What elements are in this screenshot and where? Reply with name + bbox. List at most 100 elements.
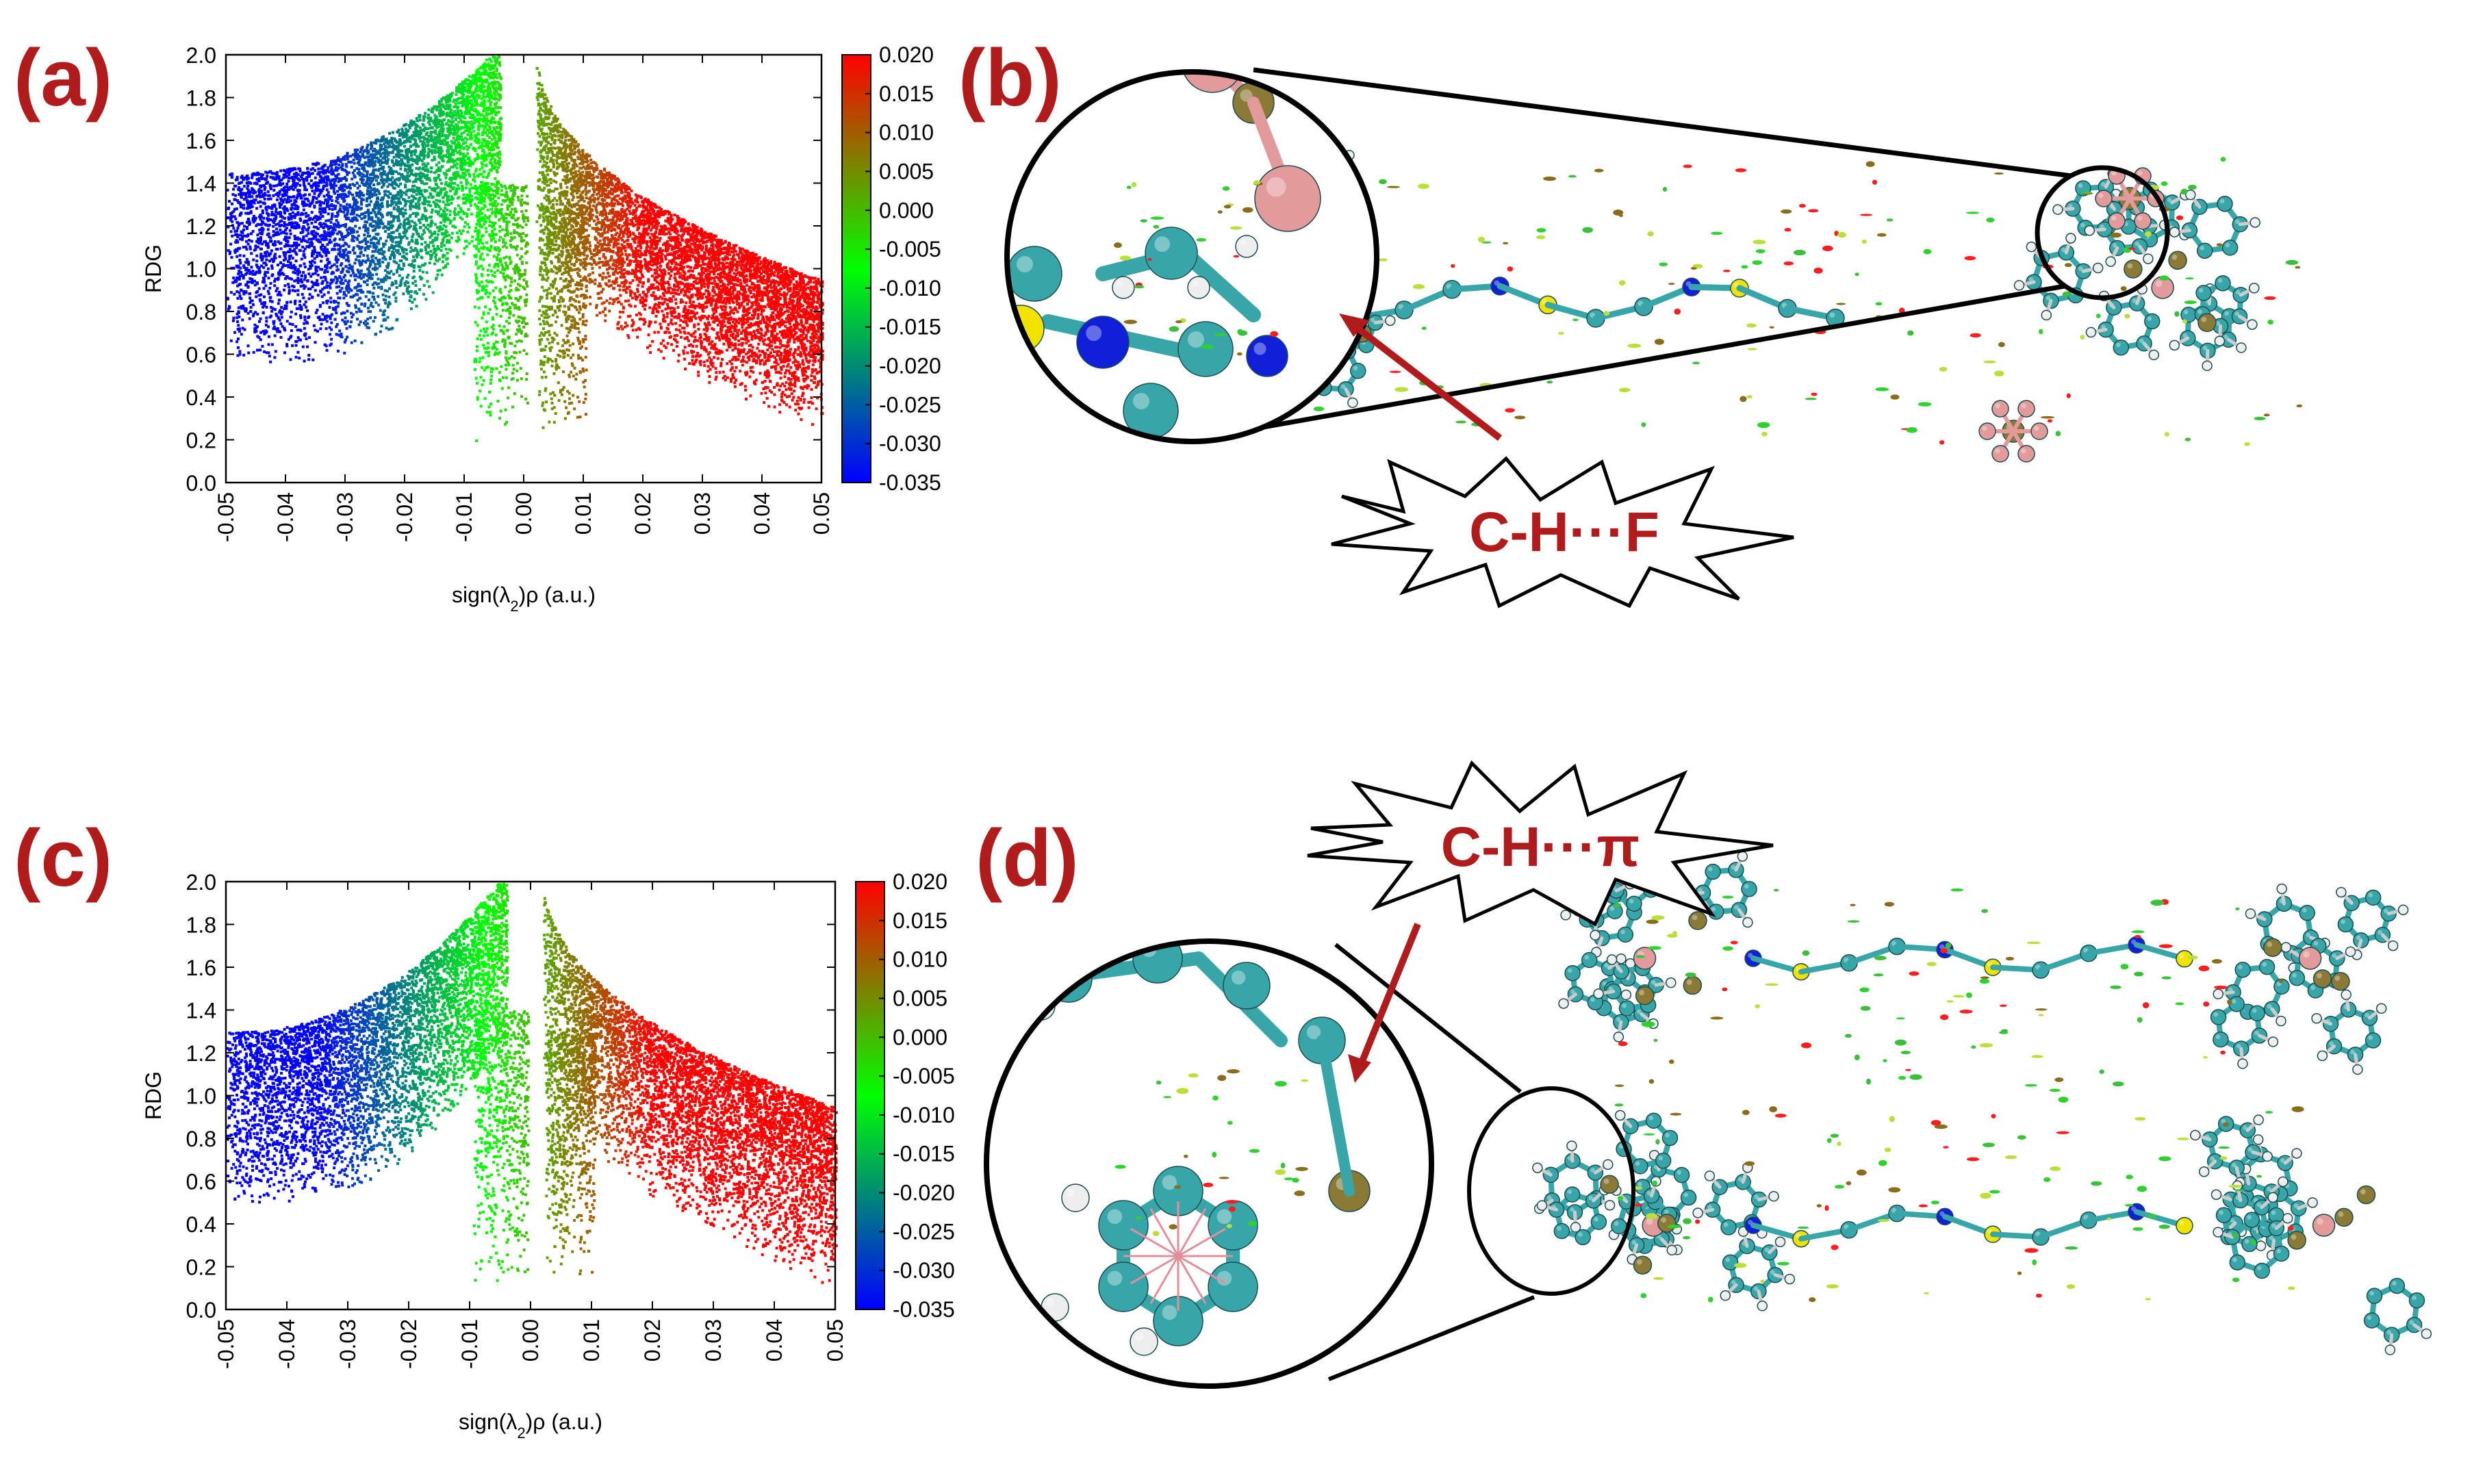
scatter-point xyxy=(464,173,467,177)
scatter-point xyxy=(430,170,433,174)
scatter-point xyxy=(283,216,286,220)
scatter-point xyxy=(235,207,238,211)
scatter-point xyxy=(362,225,366,229)
scatter-point xyxy=(307,214,310,217)
scatter-point xyxy=(312,252,315,255)
scatter-point xyxy=(351,193,354,196)
scatter-point xyxy=(255,264,258,267)
scatter-point xyxy=(357,259,361,262)
scatter-point xyxy=(456,109,459,112)
scatter-point xyxy=(422,127,426,131)
scatter-point xyxy=(494,204,498,207)
scatter-point xyxy=(262,261,266,265)
scatter-point xyxy=(447,118,450,122)
scatter-point xyxy=(381,293,385,296)
scatter-point xyxy=(436,233,439,236)
scatter-point xyxy=(296,289,300,292)
scatter-point xyxy=(322,181,326,184)
scatter-point xyxy=(351,239,354,242)
scatter-point xyxy=(371,237,374,240)
scatter-point xyxy=(275,173,279,177)
scatter-point xyxy=(463,136,467,140)
scatter-point xyxy=(487,148,491,151)
scatter-point xyxy=(492,83,495,86)
scatter-point xyxy=(268,316,272,319)
scatter-point xyxy=(334,205,337,208)
scatter-point xyxy=(382,245,385,248)
scatter-point xyxy=(375,283,379,286)
scatter-point xyxy=(444,203,448,206)
scatter-point xyxy=(435,106,439,110)
scatter-point xyxy=(246,187,249,190)
scatter-point xyxy=(275,210,277,214)
scatter-point xyxy=(390,225,393,228)
scatter-point xyxy=(260,184,264,188)
scatter-point xyxy=(330,264,333,268)
scatter-point xyxy=(251,195,254,199)
scatter-point xyxy=(306,167,309,170)
scatter-point xyxy=(233,215,236,218)
scatter-point xyxy=(228,305,231,309)
scatter-point xyxy=(360,181,364,184)
scatter-point xyxy=(310,281,314,283)
scatter-point xyxy=(336,201,340,205)
scatter-point xyxy=(269,218,272,222)
scatter-point xyxy=(494,64,497,67)
scatter-point xyxy=(481,141,484,144)
scatter-point xyxy=(381,156,385,159)
scatter-point xyxy=(257,268,261,272)
scatter-point xyxy=(269,186,272,189)
scatter-point xyxy=(396,244,399,248)
scatter-point xyxy=(270,257,274,261)
scatter-point xyxy=(245,220,249,224)
scatter-point xyxy=(394,215,398,218)
scatter-point xyxy=(435,199,438,202)
scatter-point xyxy=(382,182,385,186)
scatter-point xyxy=(392,131,394,134)
scatter-point xyxy=(344,225,347,229)
scatter-point xyxy=(461,218,464,220)
scatter-point xyxy=(302,220,305,224)
scatter-point xyxy=(270,211,274,214)
scatter-point xyxy=(437,186,440,189)
scatter-point xyxy=(342,156,345,159)
scatter-point xyxy=(436,245,439,248)
scatter-point xyxy=(366,170,369,174)
scatter-point xyxy=(332,190,335,193)
scatter-point xyxy=(230,172,233,176)
scatter-point xyxy=(422,229,425,232)
scatter-point xyxy=(438,133,442,136)
scatter-point xyxy=(238,181,242,185)
scatter-point xyxy=(474,147,477,151)
scatter-point xyxy=(414,223,418,227)
scatter-point xyxy=(326,250,329,253)
scatter-point xyxy=(276,212,279,215)
scatter-point xyxy=(340,312,343,316)
scatter-point xyxy=(302,203,305,205)
scatter-point xyxy=(459,118,463,122)
scatter-point xyxy=(294,266,297,269)
scatter-point xyxy=(366,306,370,309)
scatter-point xyxy=(367,326,370,329)
scatter-point xyxy=(425,251,429,255)
scatter-point xyxy=(418,166,422,170)
scatter-point xyxy=(486,129,489,132)
scatter-point xyxy=(294,251,298,255)
scatter-point xyxy=(482,153,485,157)
scatter-point xyxy=(374,316,377,319)
scatter-point xyxy=(336,211,339,214)
scatter-point xyxy=(294,302,297,305)
scatter-point xyxy=(407,243,410,246)
scatter-point xyxy=(274,350,277,353)
scatter-point xyxy=(260,232,264,235)
scatter-point xyxy=(497,131,500,135)
scatter-point xyxy=(400,236,403,240)
scatter-point xyxy=(463,123,467,126)
scatter-point xyxy=(346,194,350,198)
scatter-point xyxy=(429,215,433,218)
scatter-point xyxy=(369,200,372,203)
scatter-point xyxy=(381,198,384,201)
scatter-point xyxy=(319,268,322,271)
scatter-point xyxy=(392,259,396,263)
scatter-point xyxy=(263,188,266,191)
